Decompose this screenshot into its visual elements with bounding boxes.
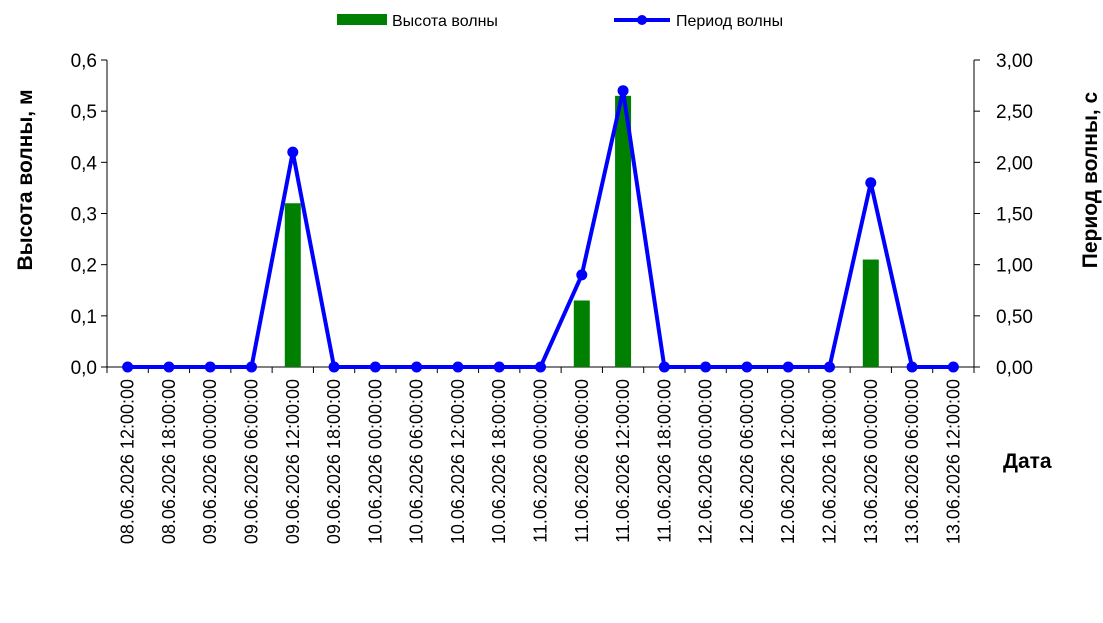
- y-right-tick-label: 0,00: [996, 358, 1033, 379]
- legend-label-wave-height: Высота волны: [392, 13, 498, 30]
- x-tick-label: 11.06.2026 12:00:00: [613, 379, 633, 543]
- y-right-tick-label: 1,50: [996, 205, 1033, 226]
- point-wave-period: [122, 361, 134, 373]
- y-left-tick-label: 0,6: [71, 51, 97, 72]
- point-wave-period: [328, 361, 340, 373]
- bar-wave-height: [573, 300, 590, 367]
- legend-label-wave-period: Период волны: [676, 13, 783, 30]
- bar-wave-height: [615, 95, 632, 368]
- x-tick-label: 13.06.2026 06:00:00: [902, 379, 922, 544]
- point-wave-period: [576, 269, 588, 281]
- x-axis-title: Дата: [1003, 450, 1052, 473]
- y-left-tick-label: 0,4: [71, 153, 98, 174]
- series-line-wave-period: [127, 88, 954, 369]
- x-tick-label: 10.06.2026 18:00:00: [489, 379, 509, 544]
- x-tick-label: 12.06.2026 06:00:00: [737, 379, 757, 544]
- legend-swatch-wave-height: [337, 14, 387, 25]
- y-left-tick-label: 0,3: [71, 205, 97, 226]
- point-wave-period: [617, 85, 629, 97]
- x-tick-label: 13.06.2026 00:00:00: [861, 379, 881, 544]
- point-wave-period: [741, 361, 753, 373]
- point-wave-period: [658, 361, 670, 373]
- legend: Высота волны Период волны: [337, 13, 783, 30]
- point-wave-period: [906, 361, 918, 373]
- y-right-tick-label: 2,00: [996, 153, 1033, 174]
- x-tick-label: 11.06.2026 00:00:00: [531, 379, 551, 543]
- legend-swatch-wave-period-marker: [637, 15, 647, 25]
- point-wave-period: [493, 361, 505, 373]
- y-left-tick-label: 0,2: [71, 256, 97, 277]
- x-tick-label: 10.06.2026 12:00:00: [448, 379, 468, 544]
- x-tick-label: 13.06.2026 12:00:00: [943, 379, 963, 544]
- x-tick-label: 12.06.2026 12:00:00: [778, 379, 798, 544]
- x-tick-label: 08.06.2026 18:00:00: [159, 379, 179, 544]
- point-wave-period: [947, 361, 959, 373]
- y-left-axis-title: Высота волны, м: [14, 90, 37, 271]
- y-right-tick-label: 3,00: [996, 51, 1033, 72]
- x-tick-label: 09.06.2026 18:00:00: [324, 379, 344, 544]
- point-wave-period: [163, 361, 175, 373]
- x-tick-label: 10.06.2026 06:00:00: [407, 379, 427, 544]
- point-wave-period: [369, 361, 381, 373]
- point-wave-period: [865, 177, 877, 189]
- point-wave-period: [824, 361, 835, 373]
- x-tick-label: 12.06.2026 18:00:00: [820, 379, 840, 544]
- x-tick-label: 12.06.2026 00:00:00: [696, 379, 716, 544]
- point-wave-period: [535, 361, 546, 373]
- x-tick-label: 09.06.2026 06:00:00: [242, 379, 262, 544]
- y-left-tick-label: 0,5: [71, 102, 97, 123]
- bar-wave-height: [284, 203, 301, 367]
- x-tick-label: 10.06.2026 00:00:00: [365, 379, 385, 544]
- point-wave-period: [782, 361, 794, 373]
- point-wave-period: [411, 361, 423, 373]
- y-right-tick-label: 1,00: [996, 256, 1033, 277]
- y-right-tick-label: 2,50: [996, 102, 1033, 123]
- y-left-tick-label: 0,1: [71, 307, 97, 328]
- point-wave-period: [452, 361, 464, 373]
- point-wave-period: [246, 361, 257, 373]
- x-tick-label: 08.06.2026 12:00:00: [118, 379, 138, 544]
- y-right-tick-label: 0,50: [996, 307, 1033, 328]
- x-tick-label: 11.06.2026 18:00:00: [654, 379, 674, 543]
- bar-wave-height: [862, 259, 879, 367]
- x-tick-label: 09.06.2026 12:00:00: [283, 379, 303, 544]
- y-left-tick-label: 0,0: [71, 358, 97, 379]
- x-tick-label: 11.06.2026 06:00:00: [572, 379, 592, 543]
- x-tick-label: 09.06.2026 00:00:00: [200, 379, 220, 544]
- point-wave-period: [204, 361, 216, 373]
- plot-area: 0,0 0,1 0,2 0,3 0,4 0,5 0,6 0,00 0,50 1,00 1,50 2,0…: [71, 51, 1033, 544]
- point-wave-period: [287, 146, 299, 158]
- y-right-axis-title: Период волны, с: [1079, 91, 1102, 268]
- point-wave-period: [700, 361, 712, 373]
